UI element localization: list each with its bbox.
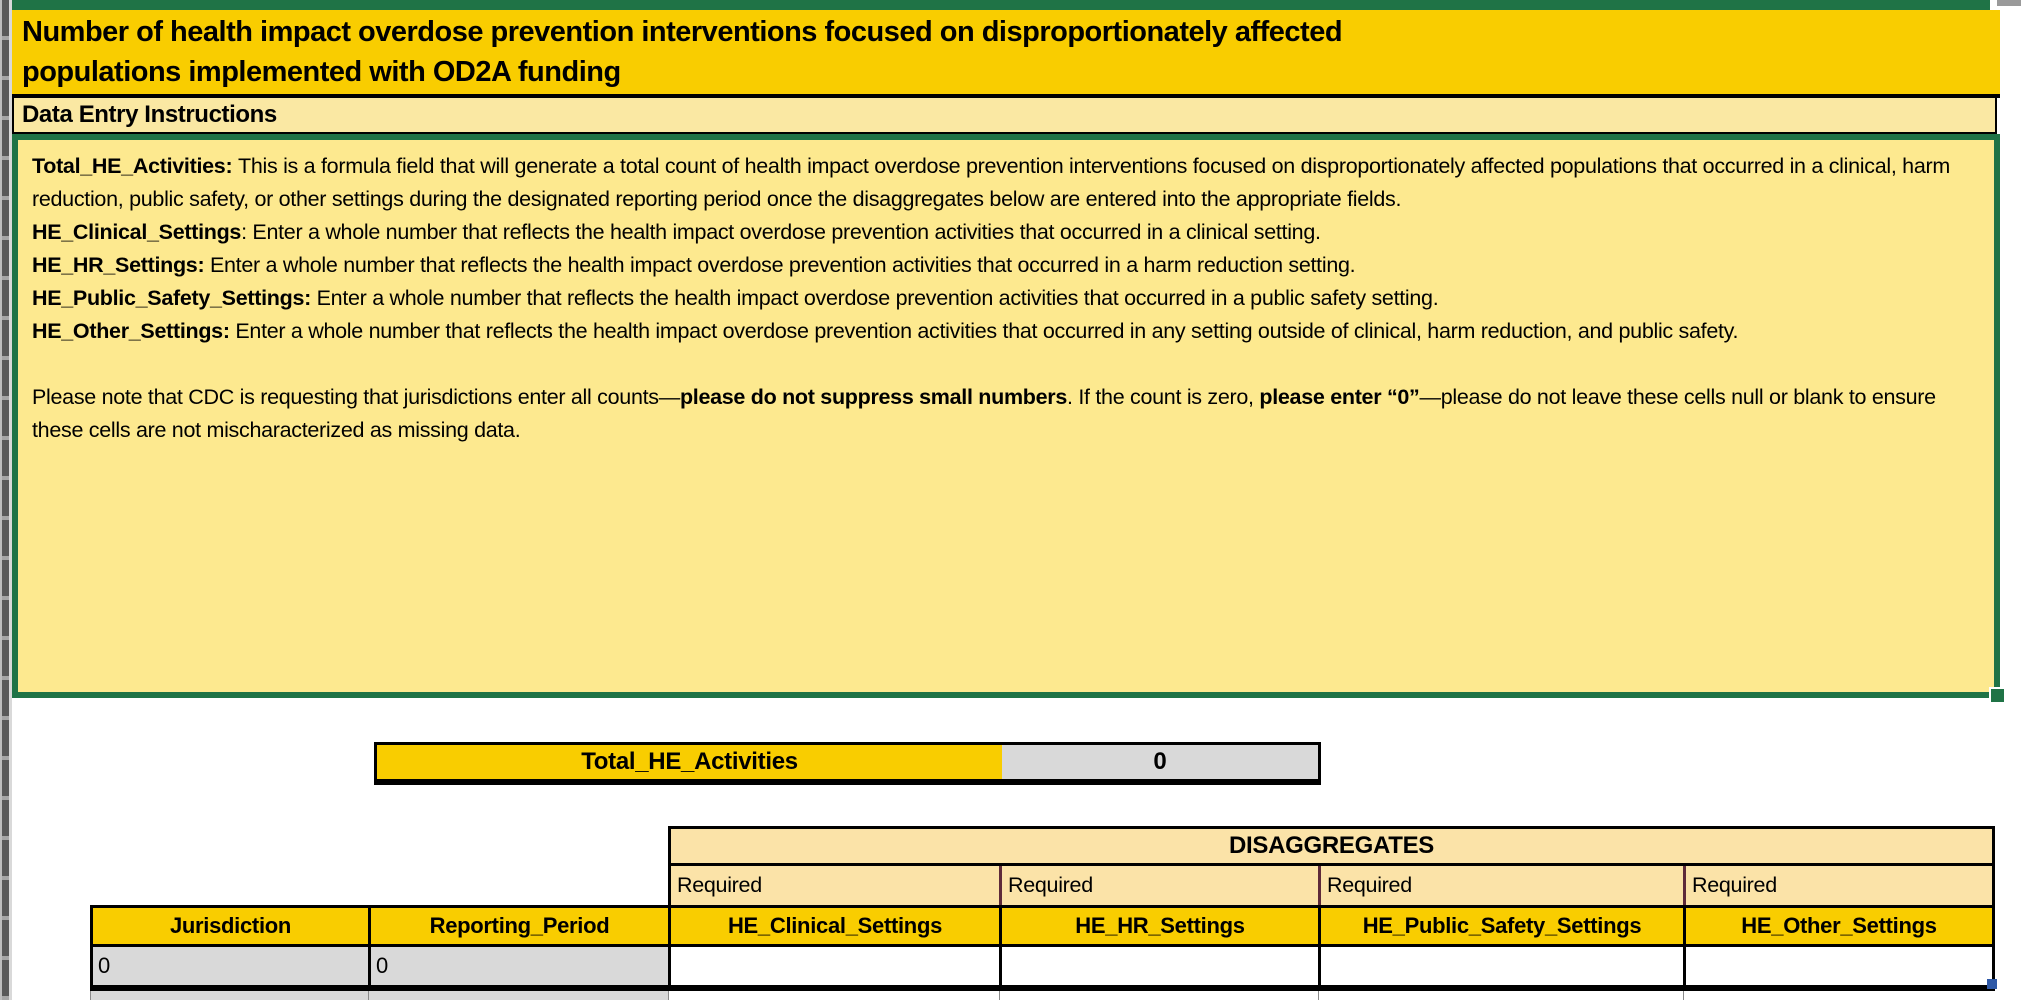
column-header-he_other_settings[interactable]: HE_Other_Settings [1683,905,1995,947]
row-header-rail[interactable] [0,0,12,1000]
column-header-reporting_period[interactable]: Reporting_Period [368,905,668,947]
required-cell-1-text: Required [677,873,762,897]
top-right-chrome [1997,0,2021,6]
instructions-cell[interactable]: Total_HE_Activities: This is a formula f… [12,134,2000,698]
data-cell-4[interactable] [999,947,1318,991]
instructions-paragraph: Total_HE_Activities: This is a formula f… [32,154,1950,211]
instructions-paragraph: HE_HR_Settings: Enter a whole number tha… [32,253,1356,277]
required-cell-4[interactable]: Required [1683,866,1995,905]
data-cell-2-text: 0 [376,953,389,978]
next-row-cell-3[interactable] [668,991,999,1000]
data-cell-6[interactable] [1683,947,1995,991]
column-header-he_public_safety_settings[interactable]: HE_Public_Safety_Settings [1318,905,1683,947]
instructions-paragraph: HE_Clinical_Settings: Enter a whole numb… [32,220,1321,244]
page-title-line2: populations implemented with OD2A fundin… [22,56,621,88]
data-entry-instructions-cell[interactable]: Data Entry Instructions [12,96,1997,134]
required-cell-4-text: Required [1692,873,1777,897]
page-title-line1: Number of health impact overdose prevent… [22,16,1343,48]
disaggregates-title-text: DISAGGREGATES [1228,832,1434,859]
instructions-paragraph [32,348,1980,381]
top-green-border [12,0,1990,10]
instructions-paragraph: Please note that CDC is requesting that … [32,385,1936,442]
total-value-text: 0 [1153,748,1167,775]
section-header-label: Data Entry Instructions [22,101,277,128]
column-header-jurisdiction-text: Jurisdiction [169,913,292,938]
total-label-text: Total_HE_Activities [581,748,798,775]
column-header-he_hr_settings[interactable]: HE_HR_Settings [999,905,1318,947]
disaggregates-header-cell[interactable]: DISAGGREGATES [668,826,1995,866]
column-header-reporting_period-text: Reporting_Period [429,913,610,938]
next-row-cell-5[interactable] [1318,991,1683,1000]
data-cell-1-text: 0 [98,953,111,978]
column-header-he_other_settings-text: HE_Other_Settings [1741,913,1937,938]
next-row-cell-6[interactable] [1683,991,1995,1000]
required-cell-2-text: Required [1008,873,1093,897]
column-header-he_clinical_settings-text: HE_Clinical_Settings [727,913,943,938]
total-he-activities-value-cell[interactable]: 0 [1002,742,1321,785]
data-cell-3[interactable] [668,947,999,991]
required-cell-3[interactable]: Required [1318,866,1683,905]
selection-fill-handle[interactable] [1989,687,2006,704]
next-row-cell-4[interactable] [999,991,1318,1000]
instructions-paragraph: HE_Other_Settings: Enter a whole number … [32,319,1739,343]
column-header-he_hr_settings-text: HE_HR_Settings [1075,913,1245,938]
data-cell-1[interactable]: 0 [90,947,368,991]
instructions-paragraph: HE_Public_Safety_Settings: Enter a whole… [32,286,1439,310]
next-row-cell-1[interactable] [90,991,368,1000]
required-cell-1[interactable]: Required [668,866,999,905]
next-row-cell-2[interactable] [368,991,668,1000]
total-he-activities-label-cell[interactable]: Total_HE_Activities [374,742,1005,785]
row-header-notches [2,0,9,1000]
title-cell[interactable]: Number of health impact overdose prevent… [12,10,2000,98]
required-cell-2[interactable]: Required [999,866,1318,905]
data-cell-2[interactable]: 0 [368,947,668,991]
required-cell-3-text: Required [1327,873,1412,897]
column-header-jurisdiction[interactable]: Jurisdiction [90,905,368,947]
column-header-he_clinical_settings[interactable]: HE_Clinical_Settings [668,905,999,947]
table-corner-marker [1987,979,1997,989]
data-cell-5[interactable] [1318,947,1683,991]
column-header-he_public_safety_settings-text: HE_Public_Safety_Settings [1362,913,1642,938]
